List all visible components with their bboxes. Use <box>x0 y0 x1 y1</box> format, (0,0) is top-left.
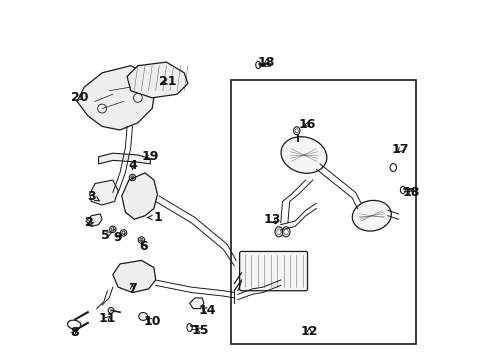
Text: 21: 21 <box>159 75 177 88</box>
Text: 6: 6 <box>139 240 147 253</box>
PathPatch shape <box>77 66 156 130</box>
Text: 18: 18 <box>402 186 420 199</box>
PathPatch shape <box>122 173 157 219</box>
PathPatch shape <box>113 260 156 293</box>
Text: 9: 9 <box>114 231 122 244</box>
Ellipse shape <box>352 201 392 231</box>
PathPatch shape <box>127 62 188 98</box>
Text: 16: 16 <box>299 118 316 131</box>
Text: 11: 11 <box>98 312 116 325</box>
Ellipse shape <box>139 312 147 320</box>
Text: 14: 14 <box>199 304 216 317</box>
FancyBboxPatch shape <box>240 251 308 291</box>
Text: 13: 13 <box>263 213 280 226</box>
Text: 12: 12 <box>300 325 318 338</box>
Text: 18: 18 <box>258 55 275 69</box>
Text: 2: 2 <box>85 216 94 229</box>
PathPatch shape <box>98 153 150 164</box>
Text: 8: 8 <box>70 327 78 339</box>
Text: 4: 4 <box>128 159 137 172</box>
PathPatch shape <box>90 180 118 205</box>
Text: 19: 19 <box>142 150 159 163</box>
Text: 1: 1 <box>147 211 162 224</box>
Text: 17: 17 <box>392 143 409 156</box>
Text: 5: 5 <box>100 229 112 242</box>
Bar <box>231 80 416 344</box>
Text: 3: 3 <box>87 190 99 203</box>
Text: 15: 15 <box>192 324 209 337</box>
Text: 7: 7 <box>128 283 137 296</box>
Ellipse shape <box>281 137 327 173</box>
Text: 20: 20 <box>71 91 89 104</box>
PathPatch shape <box>190 298 204 309</box>
Text: 10: 10 <box>144 315 161 328</box>
PathPatch shape <box>86 214 102 226</box>
